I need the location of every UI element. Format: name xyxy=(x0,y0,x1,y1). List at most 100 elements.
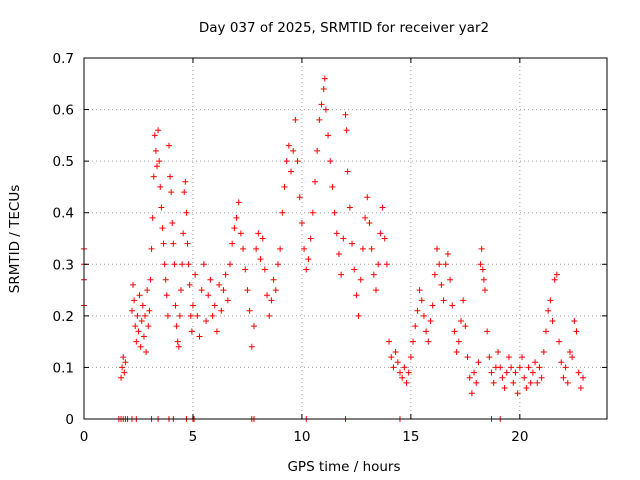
data-point xyxy=(343,127,350,134)
data-point xyxy=(159,225,166,232)
data-point xyxy=(307,235,314,242)
data-point xyxy=(253,245,260,252)
data-point xyxy=(194,312,201,319)
data-point xyxy=(375,261,382,268)
data-point xyxy=(180,230,187,237)
data-point xyxy=(335,250,342,257)
data-point xyxy=(401,364,408,371)
data-point xyxy=(135,328,142,335)
data-point xyxy=(370,271,377,278)
data-point xyxy=(484,328,491,335)
data-point xyxy=(137,343,144,350)
data-point xyxy=(331,209,338,216)
data-point xyxy=(379,204,386,211)
data-point xyxy=(198,287,205,294)
data-point xyxy=(174,338,181,345)
data-point xyxy=(368,245,375,252)
data-point xyxy=(322,106,329,113)
data-point xyxy=(213,328,220,335)
data-point xyxy=(211,302,218,309)
data-point xyxy=(355,312,362,319)
data-point xyxy=(151,132,158,139)
data-point xyxy=(290,147,297,154)
data-point xyxy=(440,297,447,304)
data-point xyxy=(205,292,212,299)
data-point xyxy=(434,245,441,252)
data-point xyxy=(184,240,191,247)
data-point xyxy=(460,297,467,304)
data-point xyxy=(349,240,356,247)
data-point xyxy=(264,292,271,299)
data-point xyxy=(277,245,284,252)
gridlines xyxy=(84,58,607,419)
data-point xyxy=(525,364,532,371)
data-point xyxy=(429,302,436,309)
data-point xyxy=(222,271,229,278)
data-point xyxy=(508,364,515,371)
data-point xyxy=(357,276,364,283)
data-point xyxy=(203,318,210,325)
data-point xyxy=(490,379,497,386)
data-point xyxy=(462,323,469,330)
data-point xyxy=(562,364,569,371)
data-point xyxy=(163,292,170,299)
data-point xyxy=(144,287,151,294)
data-point xyxy=(553,271,560,278)
data-point xyxy=(148,245,155,252)
data-point xyxy=(425,338,432,345)
data-point xyxy=(364,194,371,201)
data-point xyxy=(248,343,255,350)
data-point xyxy=(237,230,244,237)
x-tick-label: 15 xyxy=(402,429,419,445)
data-point xyxy=(160,240,167,247)
data-point xyxy=(292,116,299,123)
data-point xyxy=(532,359,539,366)
data-point xyxy=(344,168,351,175)
data-point xyxy=(342,111,349,118)
data-point xyxy=(329,183,336,190)
data-point xyxy=(209,312,216,319)
y-tick-label: 0.5 xyxy=(53,154,74,170)
y-axis-label: SRMTID / TECUs xyxy=(7,185,23,293)
data-point xyxy=(560,374,567,381)
y-tick-label: 0.3 xyxy=(53,257,74,273)
data-point xyxy=(466,374,473,381)
data-point xyxy=(538,374,545,381)
data-point xyxy=(149,214,156,221)
data-point xyxy=(542,328,549,335)
data-point xyxy=(136,292,143,299)
data-point xyxy=(351,266,358,273)
data-point xyxy=(481,287,488,294)
data-point xyxy=(171,261,178,268)
data-point xyxy=(161,261,168,268)
data-point xyxy=(405,369,412,376)
axis-ticks: 0 5 10 15 20 0 0.1 0.2 0.3 0.4 0.5 0.6 0.7 xyxy=(53,51,607,445)
data-point xyxy=(475,359,482,366)
data-point xyxy=(449,302,456,309)
data-point xyxy=(294,158,301,165)
data-point xyxy=(414,307,421,314)
data-point xyxy=(410,338,417,345)
data-point xyxy=(527,379,534,386)
data-point xyxy=(177,287,184,294)
data-point xyxy=(346,204,353,211)
data-point xyxy=(455,338,462,345)
x-tick-label: 20 xyxy=(511,429,528,445)
data-point xyxy=(227,261,234,268)
data-point xyxy=(305,256,312,263)
data-point xyxy=(185,261,192,268)
data-point xyxy=(316,116,323,123)
x-axis-label: GPS time / hours xyxy=(287,459,400,475)
data-point xyxy=(165,142,172,149)
data-point xyxy=(457,318,464,325)
data-point xyxy=(311,178,318,185)
data-point xyxy=(152,147,159,154)
data-point xyxy=(218,307,225,314)
data-point xyxy=(168,189,175,196)
data-point xyxy=(158,204,165,211)
data-point xyxy=(545,307,552,314)
data-point xyxy=(207,276,214,283)
data-point xyxy=(512,369,519,376)
data-point xyxy=(170,240,177,247)
chart-title: Day 037 of 2025, SRMTID for receiver yar… xyxy=(199,20,489,36)
